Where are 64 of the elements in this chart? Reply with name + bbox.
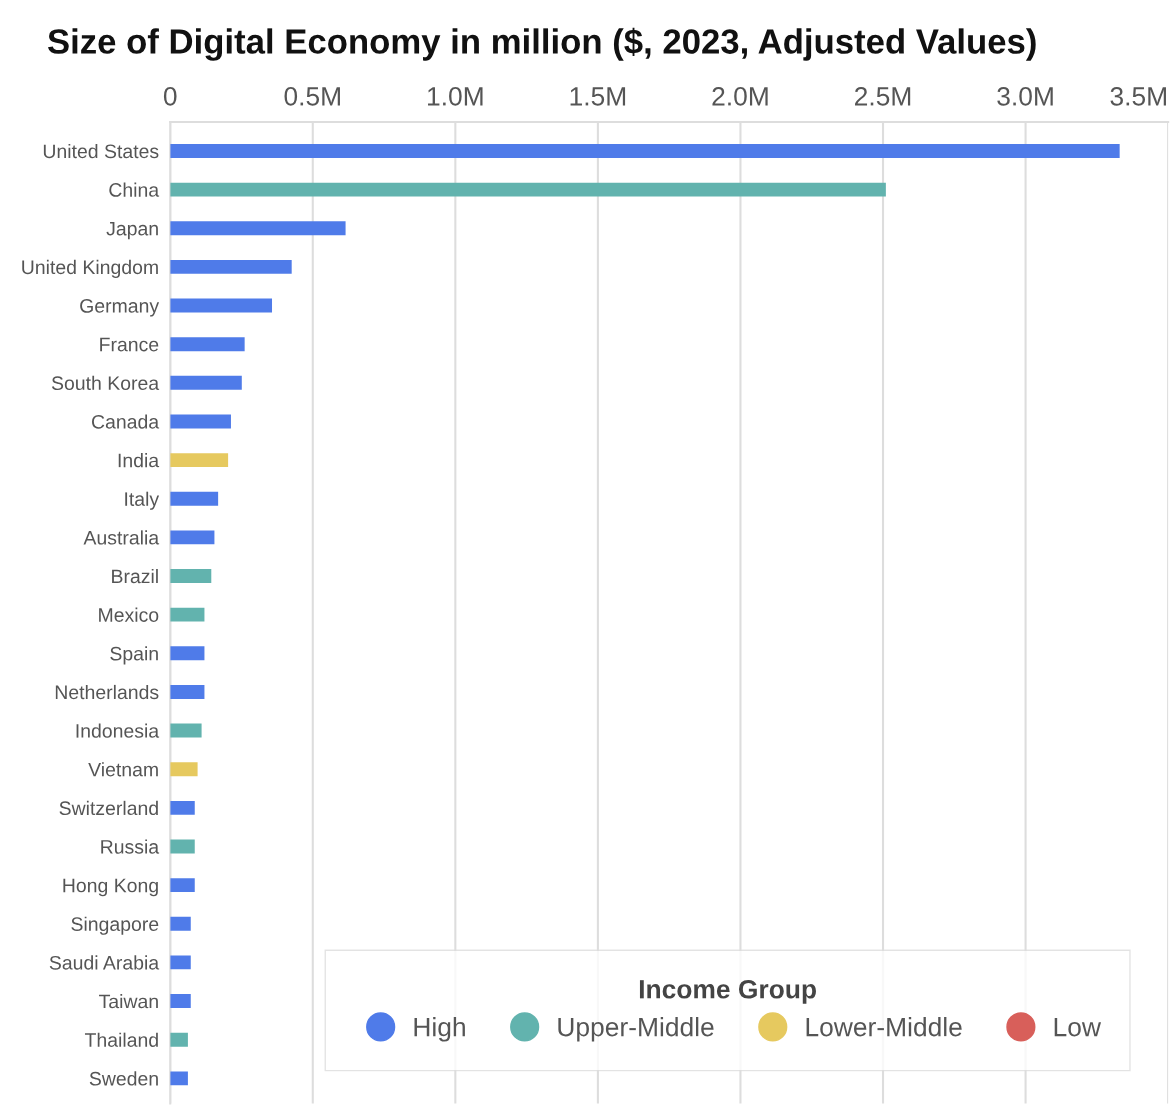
bar: [170, 182, 886, 197]
bar: [170, 955, 191, 970]
bar: [170, 646, 205, 661]
y-tick-label: Thailand: [84, 1032, 158, 1047]
x-tick-label: 0: [163, 86, 177, 106]
x-tick-label: 1.5M: [570, 87, 626, 106]
bar: [170, 414, 231, 429]
bar: [170, 723, 202, 738]
y-tick-label: United States: [43, 143, 159, 159]
bar: [170, 144, 1120, 158]
y-tick-label: Brazil: [112, 568, 158, 584]
bar: [170, 607, 205, 622]
bar: [170, 684, 205, 699]
y-tick-label: Canada: [92, 414, 160, 429]
y-tick-label: Italy: [125, 491, 160, 510]
chart-title: Size of Digital Economy in million ($, 2023, Adjusted Values): [47, 27, 1036, 61]
y-tick-label: India: [118, 453, 160, 468]
x-tick-label: 2.0M: [712, 86, 768, 106]
y-tick-label: South Korea: [51, 375, 160, 391]
y-tick-label: China: [109, 182, 160, 197]
x-tick-label: 3.5M: [1110, 86, 1166, 106]
y-tick-label: Hong Kong: [63, 878, 158, 897]
x-tick-label: 1.0M: [428, 86, 483, 106]
bar: [170, 337, 245, 352]
y-tick-label: Vietnam: [88, 762, 158, 777]
y-tick-label: Switzerland: [59, 800, 158, 816]
bar: [170, 800, 195, 815]
y-tick-label: Mexico: [99, 607, 159, 622]
x-tick-label: 2.5M: [855, 86, 911, 106]
bar: [170, 259, 292, 274]
x-tick-label: 3.0M: [997, 86, 1053, 106]
bar: [170, 839, 195, 854]
x-tick-label: 0.5M: [284, 86, 340, 106]
y-tick-label: Australia: [83, 530, 160, 545]
y-tick-label: Indonesia: [76, 723, 160, 738]
bar: [170, 762, 198, 777]
bar: [170, 453, 229, 468]
bar: [170, 1032, 188, 1047]
bar: [170, 298, 273, 313]
bar: [170, 530, 215, 545]
y-tick-label: United Kingdom: [22, 259, 158, 278]
bar: [170, 916, 191, 931]
bar: [170, 491, 219, 506]
y-tick-label: Russia: [101, 839, 160, 854]
y-tick-label: Spain: [110, 646, 158, 665]
y-tick-label: Taiwan: [99, 994, 158, 1009]
legend-label: High: [414, 1017, 465, 1042]
y-tick-label: Germany: [80, 299, 160, 317]
y-tick-label: Netherlands: [55, 684, 159, 700]
y-tick-label: Singapore: [71, 916, 159, 935]
bar: [170, 1071, 188, 1086]
y-tick-label: France: [100, 337, 159, 352]
legend-label: Lower-Middle: [806, 1017, 962, 1037]
y-tick-label: Sweden: [89, 1071, 158, 1086]
bar: [170, 375, 242, 390]
legend-label: Upper-Middle: [558, 1017, 714, 1042]
y-tick-label: Saudi Arabia: [49, 955, 160, 970]
bar: [170, 569, 212, 583]
legend-title: Income Group: [639, 979, 816, 1004]
bar: [170, 221, 346, 236]
legend-label: Low: [1054, 1017, 1102, 1037]
y-tick-label: Japan: [106, 221, 158, 240]
bar: [170, 878, 195, 893]
bar: [170, 994, 191, 1009]
